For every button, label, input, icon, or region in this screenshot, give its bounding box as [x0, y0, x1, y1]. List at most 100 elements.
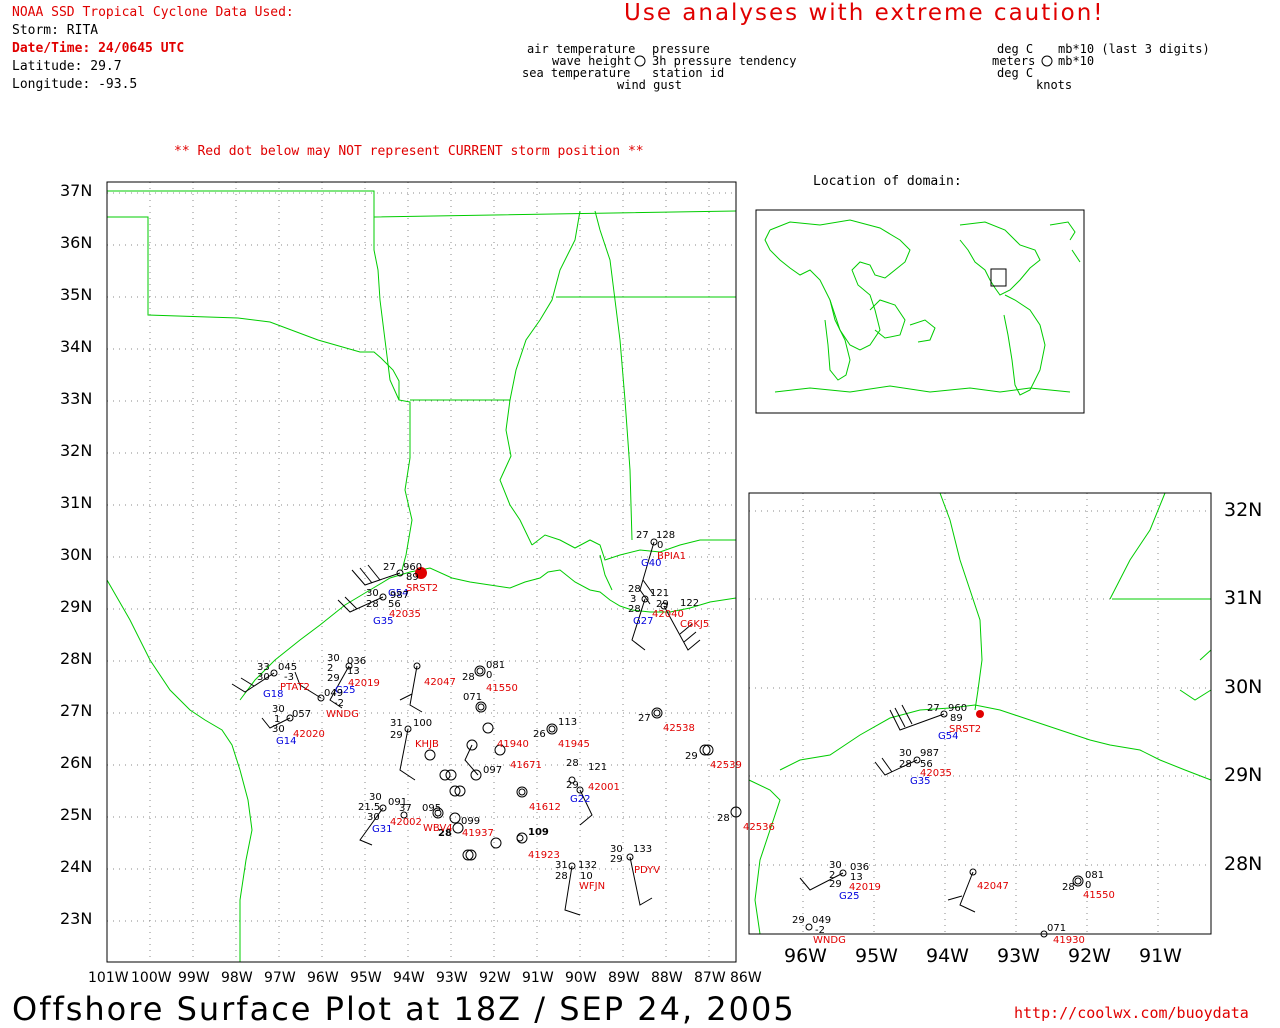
- lon-tick-97w: 97W: [264, 970, 296, 986]
- lat-tick-36n: 36N: [60, 233, 93, 252]
- legend-deg-c-air: deg C: [997, 42, 1034, 56]
- legend-pressure-tendency: 3h pressure tendency: [652, 54, 797, 68]
- legend-sea-temperature: sea temperature: [522, 66, 631, 80]
- station-obs: 29: [685, 751, 698, 762]
- zoom-storm-position-dot: [976, 710, 984, 718]
- station-id: BPIA1: [657, 551, 687, 562]
- station-obs: 121: [650, 588, 670, 599]
- inset-world-map: [755, 209, 1085, 414]
- station-gust: G14: [276, 736, 297, 747]
- main-wind-barbs: [231, 541, 701, 916]
- zoom-station-obs: 071: [1047, 923, 1067, 934]
- zoom-station-obs: 2: [829, 870, 836, 881]
- station-obs: 2: [327, 663, 334, 674]
- lon-tick-87w: 87W: [694, 970, 726, 986]
- station-gust: G35: [373, 616, 394, 627]
- zoom-map-frame: [748, 492, 1212, 935]
- station-obs: 095: [422, 803, 442, 814]
- red-dot-note: ** Red dot below may NOT represent CURRE…: [174, 144, 644, 159]
- legend-mb: mb*10 (last 3 digits): [1058, 42, 1210, 56]
- station-obs: 29: [327, 673, 340, 684]
- station-id: 42020: [293, 729, 325, 740]
- zoom-station-obs: 30: [829, 860, 842, 871]
- footer-plot-title: Offshore Surface Plot at 18Z / SEP 24, 2…: [12, 990, 796, 1028]
- station-obs: 28: [566, 758, 579, 769]
- station-obs: 097: [483, 765, 503, 776]
- station-id: C6KJ5: [680, 619, 710, 630]
- station-gust: G25: [335, 685, 356, 696]
- lat-tick-32n: 32N: [60, 441, 93, 460]
- lat-tick-33n: 33N: [60, 389, 93, 408]
- station-obs: 29: [390, 730, 403, 741]
- inset-frame: [755, 209, 1085, 414]
- zoom-lat-tick-31n: 31N: [1224, 587, 1263, 609]
- station-obs: 28: [462, 672, 475, 683]
- station-id: 41671: [510, 760, 542, 771]
- station-obs: 30: [257, 672, 270, 683]
- zoom-station-obs: 049: [812, 915, 832, 926]
- lat-tick-27n: 27N: [60, 701, 93, 720]
- station-id: 42001: [588, 782, 620, 793]
- main-map: [106, 181, 742, 963]
- zoom-lat-tick-30n: 30N: [1224, 676, 1263, 698]
- station-obs: 091: [388, 797, 408, 808]
- station-obs: -2: [334, 698, 344, 709]
- station-id: 42040: [652, 609, 684, 620]
- date-time: Date/Time: 24/0645 UTC: [12, 41, 185, 56]
- lon-tick-100w: 100W: [131, 970, 172, 986]
- storm-name: Storm: RITA: [12, 23, 99, 38]
- zoom-station-markers: [805, 710, 1084, 938]
- station-obs: 28: [628, 584, 641, 595]
- station-obs: 036: [347, 656, 367, 667]
- lon-tick-94w: 94W: [393, 970, 425, 986]
- footer-url[interactable]: http://coolwx.com/buoydata: [1014, 1004, 1249, 1022]
- zoom-lon-tick-91w: 91W: [1139, 945, 1182, 967]
- lon-tick-91w: 91W: [522, 970, 554, 986]
- station-obs: 28: [366, 599, 379, 610]
- station-obs: 27: [636, 530, 649, 541]
- station-obs: 122: [680, 598, 700, 609]
- legend-knots: knots: [1036, 78, 1073, 92]
- zoom-station-id: 42047: [977, 881, 1009, 892]
- station-obs: 132: [578, 860, 598, 871]
- station-id: 41937: [462, 828, 494, 839]
- zoom-lon-tick-92w: 92W: [1068, 945, 1111, 967]
- lon-tick-99w: 99W: [178, 970, 210, 986]
- zoom-lat-tick-29n: 29N: [1224, 764, 1263, 786]
- station-obs: 28: [438, 828, 452, 839]
- zoom-station-obs: 89: [950, 713, 963, 724]
- station-obs: 0: [657, 540, 664, 551]
- zoom-station-id: SRST2: [949, 724, 982, 735]
- zoom-station-id: 42019: [849, 882, 881, 893]
- lon-tick-98w: 98W: [221, 970, 253, 986]
- station-obs: 057: [292, 709, 312, 720]
- station-id: 41923: [528, 850, 560, 861]
- station-obs: 30: [366, 588, 379, 599]
- main-station-markers: [270, 538, 742, 870]
- zoom-station-id: 41550: [1083, 890, 1115, 901]
- station-obs: 30: [369, 792, 382, 803]
- legend-station-circle-left: [634, 55, 646, 67]
- station-obs: 10: [580, 871, 593, 882]
- station-obs: 29: [656, 599, 669, 610]
- zoom-lon-tick-96w: 96W: [784, 945, 827, 967]
- legend-mb-short: mb*10: [1058, 54, 1095, 68]
- station-obs: 30: [367, 812, 380, 823]
- station-obs: 099: [461, 816, 481, 827]
- station-id: SRST2: [406, 583, 439, 594]
- station-id: 41550: [486, 683, 518, 694]
- zoom-station-obs: 081: [1085, 870, 1105, 881]
- station-gust: G54: [388, 588, 409, 599]
- station-obs: 13: [347, 666, 360, 677]
- station-gust: G27: [633, 616, 654, 627]
- legend-air-temperature: air temperature: [527, 42, 636, 56]
- station-id: KHJB: [415, 739, 439, 750]
- station-id: PTAT2: [280, 682, 310, 693]
- station-obs: 30: [610, 844, 623, 855]
- zoom-station-obs: 987: [920, 748, 940, 759]
- lat-tick-25n: 25N: [60, 805, 93, 824]
- station-obs: 1: [274, 714, 281, 725]
- lon-tick-90w: 90W: [565, 970, 597, 986]
- zoom-lon-tick-95w: 95W: [855, 945, 898, 967]
